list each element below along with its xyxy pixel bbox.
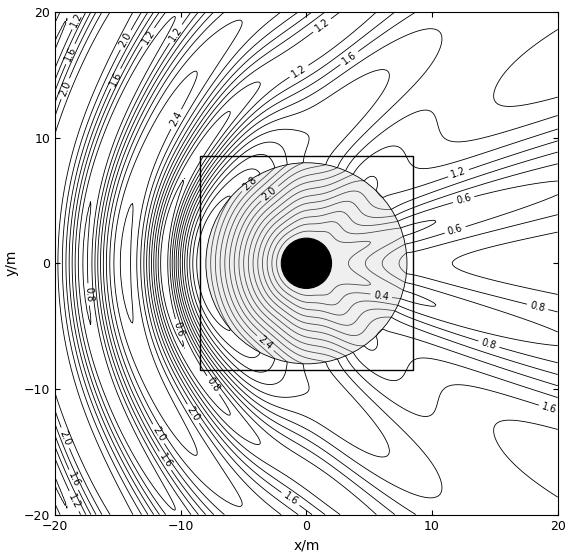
Text: 2.0: 2.0 — [260, 184, 279, 202]
Text: 2.0: 2.0 — [150, 425, 166, 443]
Text: 1.2: 1.2 — [168, 25, 184, 43]
Text: 1.2: 1.2 — [450, 166, 467, 181]
Bar — [200, 157, 413, 370]
Text: 0.8: 0.8 — [205, 376, 222, 394]
Text: 1.6: 1.6 — [157, 452, 174, 470]
Text: 1.6: 1.6 — [282, 490, 300, 508]
PathPatch shape — [206, 163, 407, 364]
Text: 1.6: 1.6 — [66, 471, 82, 489]
Text: 2.0: 2.0 — [58, 79, 73, 98]
Y-axis label: y/m: y/m — [5, 250, 18, 277]
Circle shape — [281, 238, 332, 288]
Text: 1.6: 1.6 — [63, 45, 78, 63]
Text: 2.0: 2.0 — [58, 429, 73, 447]
Text: 2.8: 2.8 — [241, 174, 259, 192]
Text: 0.8: 0.8 — [529, 300, 546, 314]
Text: 1.2: 1.2 — [290, 63, 308, 79]
Text: 0.6: 0.6 — [455, 193, 473, 206]
Text: 0.8: 0.8 — [83, 286, 94, 302]
Text: 2.0: 2.0 — [117, 31, 134, 49]
Text: 2.4: 2.4 — [256, 334, 274, 352]
Text: 1.2: 1.2 — [66, 492, 82, 510]
Text: 1.2: 1.2 — [140, 28, 157, 46]
Text: 0.6: 0.6 — [172, 321, 186, 339]
Text: 0.4: 0.4 — [373, 290, 389, 302]
Text: 0.6: 0.6 — [446, 223, 464, 237]
Text: 1.6: 1.6 — [108, 70, 124, 88]
Text: 1.2: 1.2 — [69, 10, 85, 29]
Text: 1.6: 1.6 — [340, 50, 359, 67]
X-axis label: x/m: x/m — [293, 538, 320, 552]
Text: 0.8: 0.8 — [480, 337, 498, 351]
Text: 2.4: 2.4 — [168, 110, 184, 128]
Text: 1.6: 1.6 — [540, 401, 558, 415]
Text: 2.0: 2.0 — [185, 405, 202, 423]
Text: 1.2: 1.2 — [313, 17, 331, 34]
